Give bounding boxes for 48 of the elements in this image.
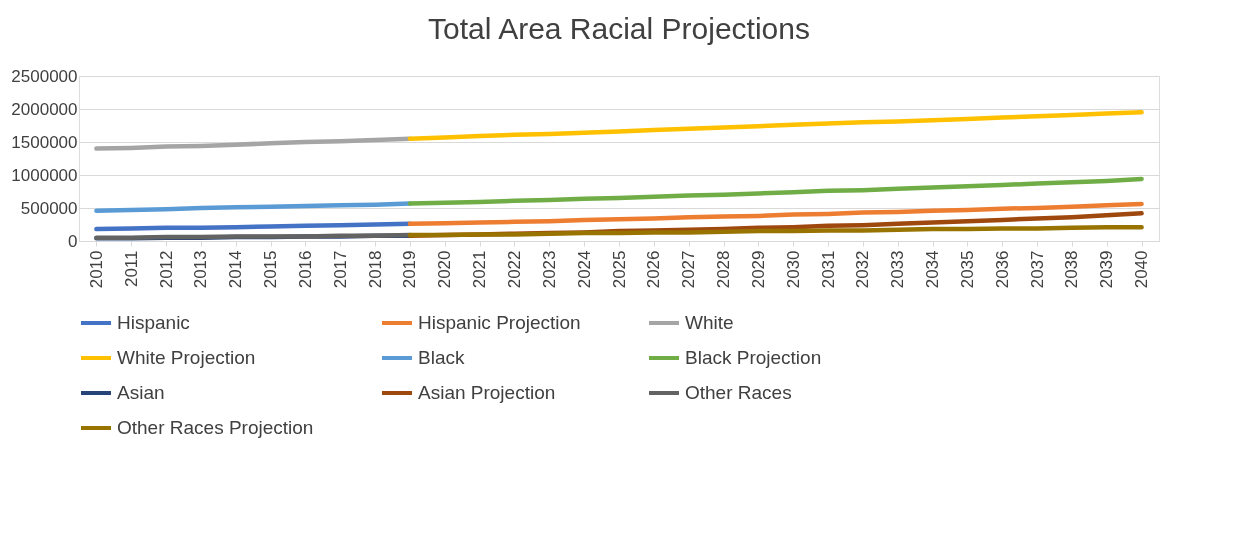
x-tick-label: 2034 xyxy=(923,250,943,289)
legend-label: White Projection xyxy=(117,347,256,368)
x-tick-label: 2025 xyxy=(609,250,629,289)
legend-label: Other Races Projection xyxy=(117,417,314,438)
x-tick-label: 2022 xyxy=(504,250,524,289)
y-tick-label: 1000000 xyxy=(11,165,78,185)
x-tick-label: 2039 xyxy=(1097,250,1117,289)
legend-label: Asian xyxy=(117,382,165,403)
x-tick-label: 2028 xyxy=(714,250,734,289)
y-tick-label: 2000000 xyxy=(11,99,78,119)
y-tick-label: 500000 xyxy=(20,198,78,218)
x-tick-label: 2029 xyxy=(748,250,768,289)
legend-label: Asian Projection xyxy=(418,382,556,403)
x-tick-label: 2038 xyxy=(1062,250,1082,289)
x-tick-label: 2016 xyxy=(295,250,315,289)
legend-label: Black Projection xyxy=(685,347,822,368)
x-tick-label: 2033 xyxy=(888,250,908,289)
x-tick-label: 2031 xyxy=(818,250,838,289)
x-tick-label: 2017 xyxy=(330,250,350,289)
x-tick-label: 2020 xyxy=(435,250,455,289)
x-tick-label: 2012 xyxy=(156,250,176,289)
y-tick-label: 2500000 xyxy=(11,66,78,86)
x-tick-label: 2037 xyxy=(1027,250,1047,289)
x-tick-label: 2026 xyxy=(644,250,664,289)
x-tick-label: 2019 xyxy=(400,250,420,289)
x-tick-label: 2011 xyxy=(121,250,141,288)
legend-label: Hispanic xyxy=(117,312,190,333)
x-tick-label: 2024 xyxy=(574,250,594,289)
x-tick-label: 2035 xyxy=(957,250,977,289)
y-tick-label: 0 xyxy=(68,231,78,251)
x-tick-label: 2015 xyxy=(261,250,281,289)
x-tick-label: 2036 xyxy=(992,250,1012,289)
x-tick-label: 2027 xyxy=(679,250,699,289)
legend-label: Hispanic Projection xyxy=(418,312,581,333)
x-tick-label: 2032 xyxy=(853,250,873,289)
legend-label: Black xyxy=(418,347,465,368)
x-tick-label: 2013 xyxy=(191,250,211,289)
x-tick-label: 2014 xyxy=(226,250,246,289)
y-tick-label: 1500000 xyxy=(11,132,78,152)
x-tick-label: 2030 xyxy=(783,250,803,289)
x-tick-label: 2021 xyxy=(470,250,490,289)
legend-label: Other Races xyxy=(685,382,792,403)
x-tick-label: 2010 xyxy=(86,250,106,289)
x-tick-label: 2023 xyxy=(539,250,559,289)
chart-title: Total Area Racial Projections xyxy=(428,12,810,45)
x-tick-label: 2040 xyxy=(1132,250,1152,289)
x-tick-label: 2018 xyxy=(365,250,385,289)
legend-label: White xyxy=(685,312,734,333)
